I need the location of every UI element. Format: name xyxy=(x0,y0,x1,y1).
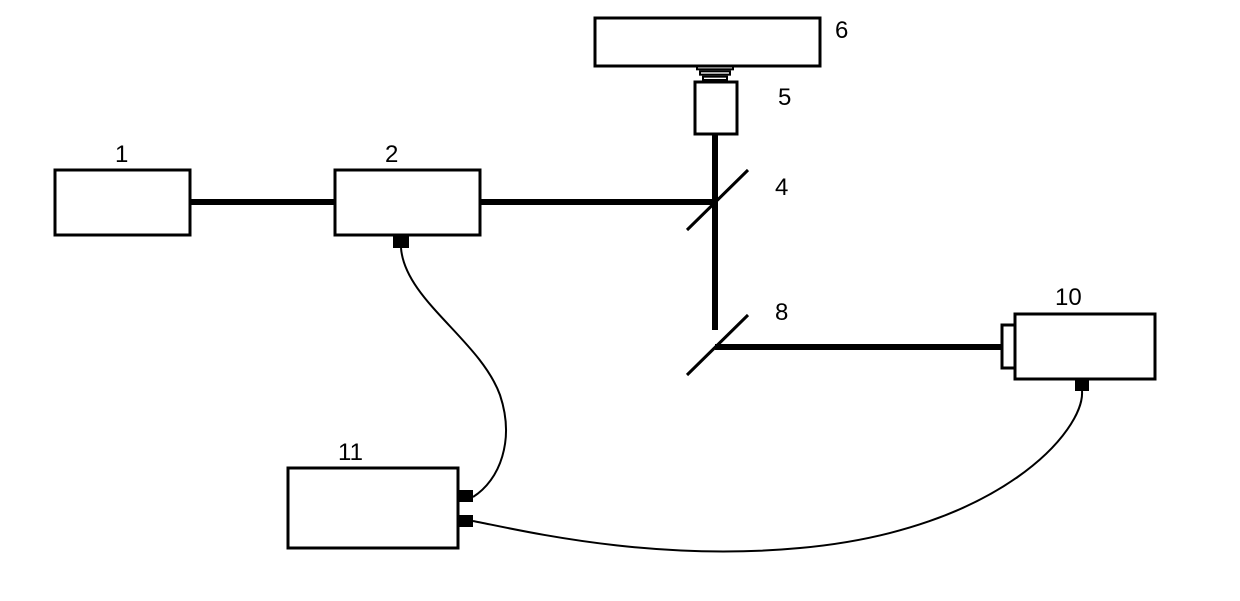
box-b2 xyxy=(335,170,480,235)
label-5: 5 xyxy=(778,84,791,111)
mount-10 xyxy=(1002,325,1015,368)
label-6: 6 xyxy=(835,17,848,44)
box-b6 xyxy=(595,18,820,66)
box-b10_outer xyxy=(1015,314,1155,379)
box-b5 xyxy=(695,82,737,134)
box-b1 xyxy=(55,170,190,235)
wire-w_2_11 xyxy=(401,248,506,497)
label-2: 2 xyxy=(385,141,398,168)
port-b10_port xyxy=(1075,379,1089,391)
wire-w_10_11 xyxy=(473,391,1082,551)
port-b11_port_top xyxy=(458,490,473,502)
label-10: 10 xyxy=(1055,284,1082,311)
mount-6-bar-1 xyxy=(700,71,730,74)
label-4: 4 xyxy=(775,174,788,201)
port-b2_port xyxy=(393,235,409,248)
box-b11 xyxy=(288,468,458,548)
label-8: 8 xyxy=(775,299,788,326)
mount-6-bar-2 xyxy=(703,77,727,80)
label-1: 1 xyxy=(115,141,128,168)
port-b11_port_bot xyxy=(458,515,473,527)
label-11: 11 xyxy=(338,439,363,466)
